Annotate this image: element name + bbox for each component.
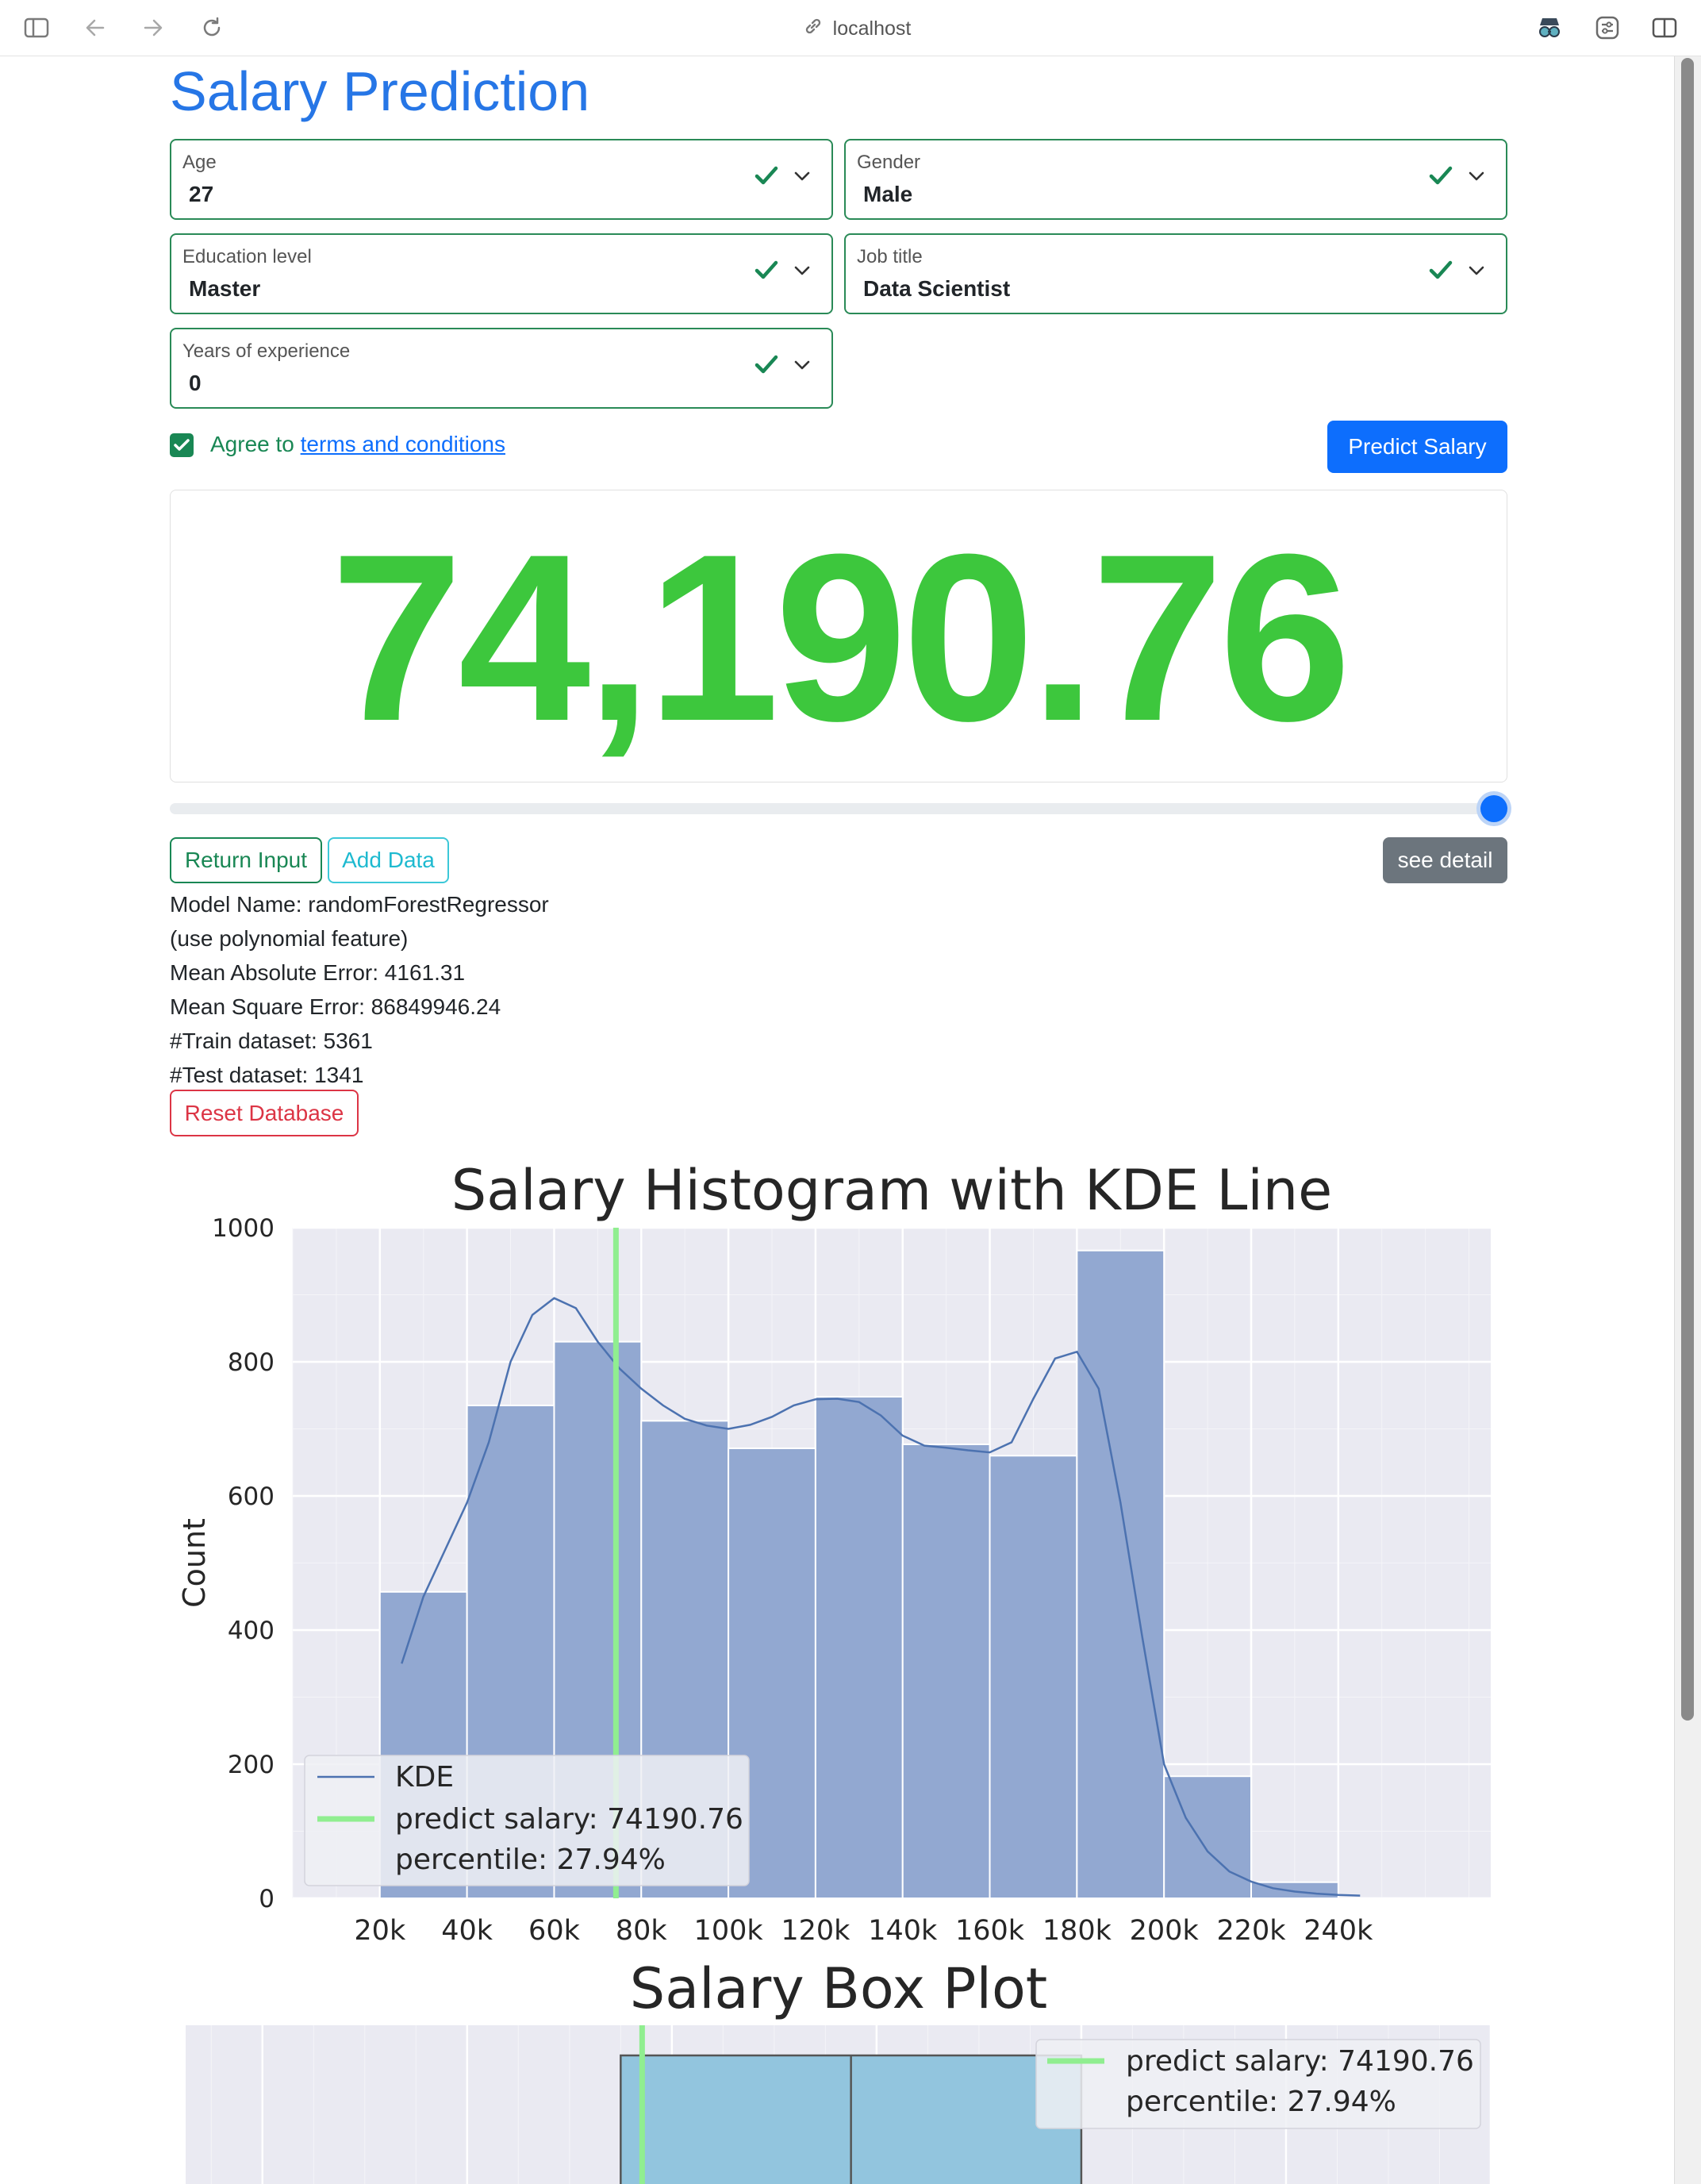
chevron-down-icon xyxy=(1469,171,1484,181)
box-legend-predict-label: predict salary: 74190.76 xyxy=(1126,2045,1474,2078)
gender-label: Gender xyxy=(857,152,921,173)
y-tick-label: 0 xyxy=(259,1885,275,1913)
x-tick-label: 100k xyxy=(694,1915,764,1947)
agree-label: Agree to terms and conditions xyxy=(210,432,505,457)
train-count-line: #Train dataset: 5361 xyxy=(170,1029,373,1053)
slider-thumb[interactable] xyxy=(1480,795,1507,822)
back-arrow-icon[interactable] xyxy=(81,13,109,42)
add-data-button[interactable]: Add Data xyxy=(328,837,449,883)
incognito-extension-icon[interactable] xyxy=(1535,13,1564,42)
slider-track[interactable] xyxy=(170,803,1495,814)
agree-checkbox[interactable] xyxy=(170,433,194,457)
scrollbar[interactable] xyxy=(1674,56,1701,2184)
model-feature-line: (use polynomial feature) xyxy=(170,926,409,951)
model-info: Model Name: randomForestRegressor (use p… xyxy=(170,887,549,1092)
histogram-bar xyxy=(901,1443,991,1899)
x-tick-label: 220k xyxy=(1216,1915,1286,1947)
x-tick-label: 160k xyxy=(955,1915,1025,1947)
salary-histogram-chart: Salary Histogram with KDE Line Count 0 200 4… xyxy=(177,1160,1491,1947)
predict-salary-button[interactable]: Predict Salary xyxy=(1327,421,1507,473)
chevron-down-icon xyxy=(794,171,810,181)
legend-kde-label: KDE xyxy=(395,1761,454,1794)
years-of-experience-label: Years of experience xyxy=(182,340,351,362)
x-tick-label: 140k xyxy=(868,1915,938,1947)
reload-icon[interactable] xyxy=(198,13,226,42)
address-text: localhost xyxy=(832,17,912,40)
gender-value: Male xyxy=(863,182,913,206)
chart-title: Salary Histogram with KDE Line xyxy=(451,1160,1332,1223)
x-tick-label: 60k xyxy=(528,1915,581,1947)
address-bar[interactable]: localhost xyxy=(762,14,952,43)
histogram-bar xyxy=(1163,1775,1252,1900)
sidebar-toggle-icon[interactable] xyxy=(22,13,51,42)
split-view-icon[interactable] xyxy=(1650,13,1679,42)
job-title-select[interactable]: Job title Data Scientist xyxy=(844,233,1507,314)
x-tick-label: 240k xyxy=(1304,1915,1373,1947)
forward-arrow-icon[interactable] xyxy=(139,13,167,42)
checkmark-icon xyxy=(174,439,190,451)
link-icon xyxy=(803,16,824,42)
histogram-bar xyxy=(814,1395,904,1899)
x-tick-label: 80k xyxy=(616,1915,668,1947)
education-level-label: Education level xyxy=(182,246,312,267)
x-tick-label: 120k xyxy=(781,1915,850,1947)
page-title: Salary Prediction xyxy=(170,60,590,122)
browser-toolbar: localhost xyxy=(0,0,1701,56)
gender-select[interactable]: Gender Male xyxy=(844,139,1507,220)
box-legend-percentile-label: percentile: 27.94% xyxy=(1126,2086,1396,2118)
valid-check-icon xyxy=(755,355,778,374)
box-chart-title: Salary Box Plot xyxy=(630,1956,1047,2021)
chevron-down-icon xyxy=(794,360,810,370)
y-tick-label: 200 xyxy=(228,1751,275,1779)
job-title-label: Job title xyxy=(857,246,923,267)
x-tick-label: 180k xyxy=(1042,1915,1112,1947)
extension-settings-icon[interactable] xyxy=(1593,13,1622,42)
salary-box-plot-chart: Salary Box Plot predict salary: 74190.76 p… xyxy=(186,1956,1492,2184)
kde-line xyxy=(401,1297,1361,1897)
x-tick-label: 200k xyxy=(1130,1915,1200,1947)
histogram-bar xyxy=(989,1455,1078,1899)
box-legend-box xyxy=(1035,2039,1481,2129)
education-level-select[interactable]: Education level Master xyxy=(170,233,833,314)
years-of-experience-value: 0 xyxy=(189,371,202,395)
histogram-bar xyxy=(728,1448,816,1899)
valid-check-icon xyxy=(1429,166,1453,185)
valid-check-icon xyxy=(1429,260,1453,279)
chevron-down-icon xyxy=(1469,266,1484,275)
terms-link[interactable]: terms and conditions xyxy=(300,432,505,456)
scrollbar-thumb[interactable] xyxy=(1681,58,1694,1721)
y-tick-label: 1000 xyxy=(212,1214,275,1243)
x-tick-label: 20k xyxy=(354,1915,406,1947)
result-card: 74,190.76 xyxy=(170,490,1507,782)
see-detail-button[interactable]: see detail xyxy=(1383,837,1507,883)
y-tick-label: 800 xyxy=(228,1348,275,1377)
valid-check-icon xyxy=(755,166,778,185)
age-value: 27 xyxy=(189,182,214,206)
model-name-line: Model Name: randomForestRegressor xyxy=(170,892,549,917)
education-level-value: Master xyxy=(189,276,261,301)
valid-check-icon xyxy=(755,260,778,279)
job-title-value: Data Scientist xyxy=(863,276,1011,301)
legend-predict-label: predict salary: 74190.76 xyxy=(395,1803,743,1836)
chevron-down-icon xyxy=(794,266,810,275)
x-tick-label: 40k xyxy=(441,1915,493,1947)
legend-percentile-label: percentile: 27.94% xyxy=(395,1844,666,1876)
return-input-button[interactable]: Return Input xyxy=(170,837,322,883)
years-of-experience-select[interactable]: Years of experience 0 xyxy=(170,328,833,409)
y-tick-label: 400 xyxy=(228,1617,275,1645)
predicted-salary-value: 74,190.76 xyxy=(330,504,1352,771)
reset-database-button[interactable]: Reset Database xyxy=(170,1090,359,1136)
age-select[interactable]: Age 27 xyxy=(170,139,833,220)
y-tick-label: 600 xyxy=(228,1482,275,1511)
agree-prefix: Agree to xyxy=(210,432,294,456)
test-count-line: #Test dataset: 1341 xyxy=(170,1063,364,1087)
histogram-bar xyxy=(1076,1249,1165,1900)
mse-line: Mean Square Error: 86849946.24 xyxy=(170,994,501,1019)
y-axis-label: Count xyxy=(177,1518,212,1608)
mae-line: Mean Absolute Error: 4161.31 xyxy=(170,960,466,985)
legend-box xyxy=(304,1755,750,1886)
age-label: Age xyxy=(182,152,217,173)
